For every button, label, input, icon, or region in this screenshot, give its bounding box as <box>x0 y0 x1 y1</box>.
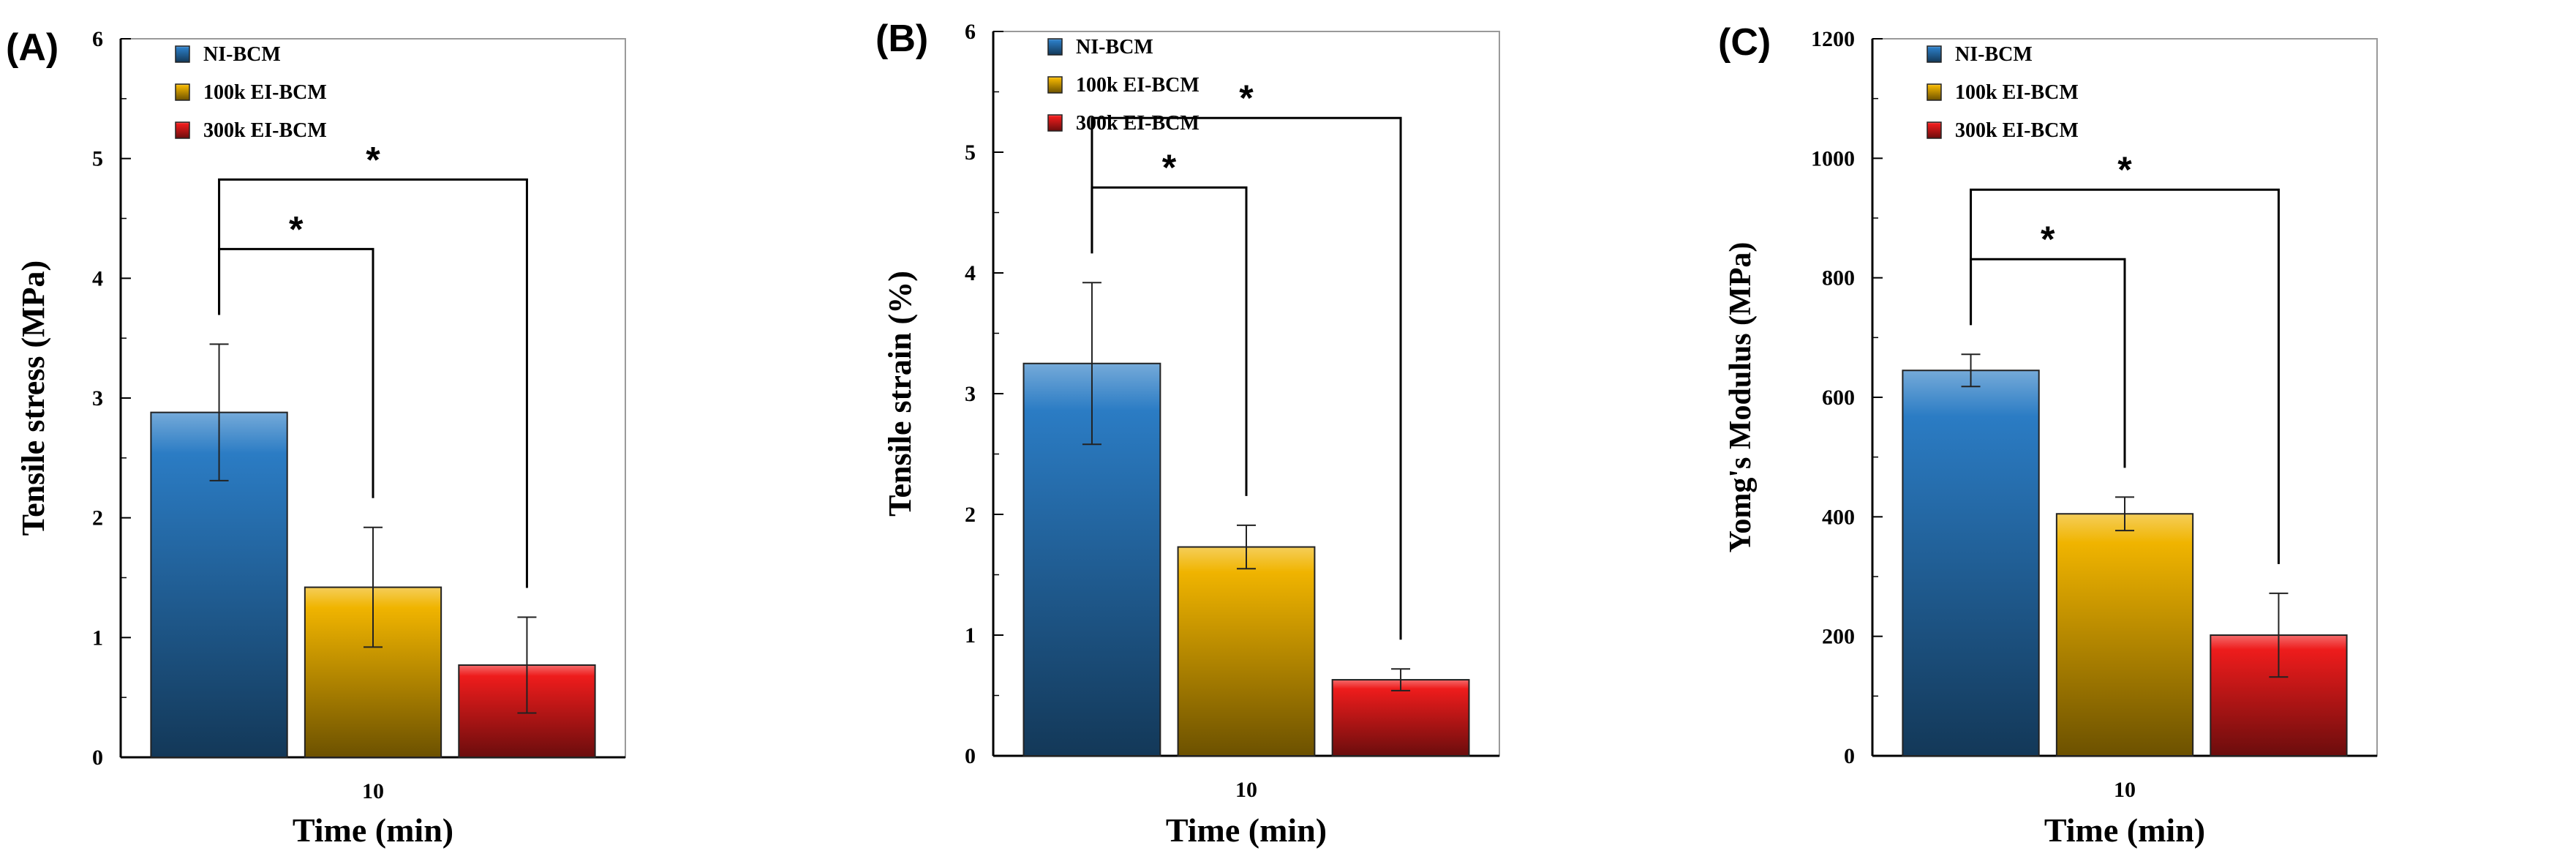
y-tick-label: 800 <box>1822 266 1855 290</box>
y-tick-label: 3 <box>92 386 103 410</box>
significance-bracket <box>1970 188 2280 564</box>
x-axis-title: Time (min) <box>1166 811 1327 849</box>
legend-swatch <box>175 83 190 101</box>
legend-swatch <box>1047 114 1063 132</box>
bar-ni-bcm <box>1023 362 1161 757</box>
chart-panel-3: (C) 0 200 400 600 800 1000 1200 Yomg's Modulus (… <box>1718 21 2378 849</box>
y-tick-label: 5 <box>965 140 976 165</box>
y-tick-label: 3 <box>965 382 976 406</box>
bar-100k-ei-bcm <box>1177 546 1316 757</box>
legend-swatch <box>175 45 190 63</box>
y-tick-label: 0 <box>1844 744 1855 768</box>
y-axis-title: Tensile strain (%) <box>882 271 918 517</box>
panel-label: (A) <box>6 26 59 69</box>
y-tick-label: 4 <box>965 261 976 285</box>
y-tick-label: 0 <box>965 744 976 768</box>
y-axis-title: Tensile stress (MPa) <box>15 260 51 536</box>
significance-star: * <box>1239 78 1254 119</box>
bar-ni-bcm <box>1902 370 2040 757</box>
significance-star: * <box>2117 149 2132 190</box>
significance-star: * <box>289 209 304 250</box>
x-tick-label: 10 <box>362 779 384 803</box>
x-tick-label: 10 <box>1235 778 1257 802</box>
legend-swatch <box>1927 83 1942 101</box>
y-tick-label: 4 <box>92 266 103 290</box>
bar-300k-ei-bcm <box>2210 634 2348 757</box>
y-tick-label: 1200 <box>1811 27 1855 51</box>
legend-label: 300k EI-BCM <box>1955 119 2079 142</box>
legend-label: 100k EI-BCM <box>1076 74 1200 97</box>
legend-swatch <box>1047 38 1063 56</box>
chart-panel-2: (B) 0 1 2 3 4 5 6 Tensile strain (%) 10 Time (min)… <box>875 18 1500 849</box>
legend-label: NI-BCM <box>1955 43 2033 66</box>
significance-star: * <box>2041 219 2055 260</box>
significance-bracket <box>218 178 528 588</box>
y-tick-label: 0 <box>92 746 103 770</box>
legend-label: NI-BCM <box>203 43 281 66</box>
y-tick-label: 200 <box>1822 625 1855 649</box>
bar-100k-ei-bcm <box>2055 513 2194 757</box>
panel-label: (B) <box>875 18 928 60</box>
legend-label: 100k EI-BCM <box>1955 81 2079 104</box>
chart-panel-1: (A) 0 1 2 3 4 5 6 Tensile stress (MPa) 10 Time (mi… <box>6 26 626 849</box>
significance-star: * <box>366 139 380 180</box>
significance-bracket <box>1091 116 1402 640</box>
panel-label: (C) <box>1718 21 1771 64</box>
legend-label: 300k EI-BCM <box>1076 112 1200 135</box>
legend-swatch <box>175 121 190 139</box>
legend-label: 300k EI-BCM <box>203 119 327 142</box>
y-tick-label: 1 <box>965 623 976 648</box>
y-tick-label: 6 <box>965 20 976 44</box>
x-axis-title: Time (min) <box>293 811 453 849</box>
bar-300k-ei-bcm <box>1331 679 1470 757</box>
y-tick-label: 400 <box>1822 505 1855 529</box>
y-tick-label: 6 <box>92 27 103 51</box>
legend-swatch <box>1927 121 1942 139</box>
y-axis-title: Yomg's Modulus (MPa) <box>1724 242 1758 553</box>
y-tick-label: 2 <box>965 503 976 527</box>
y-tick-label: 2 <box>92 506 103 530</box>
y-tick-label: 600 <box>1822 386 1855 410</box>
y-tick-label: 1000 <box>1811 146 1855 170</box>
legend-swatch <box>1047 76 1063 94</box>
x-tick-label: 10 <box>2114 778 2136 802</box>
legend-label: 100k EI-BCM <box>203 81 327 104</box>
y-tick-label: 1 <box>92 626 103 650</box>
significance-star: * <box>1162 147 1177 188</box>
y-tick-label: 5 <box>92 147 103 171</box>
legend-swatch <box>1927 45 1942 63</box>
legend-label: NI-BCM <box>1076 36 1153 59</box>
x-axis-title: Time (min) <box>2044 811 2205 849</box>
